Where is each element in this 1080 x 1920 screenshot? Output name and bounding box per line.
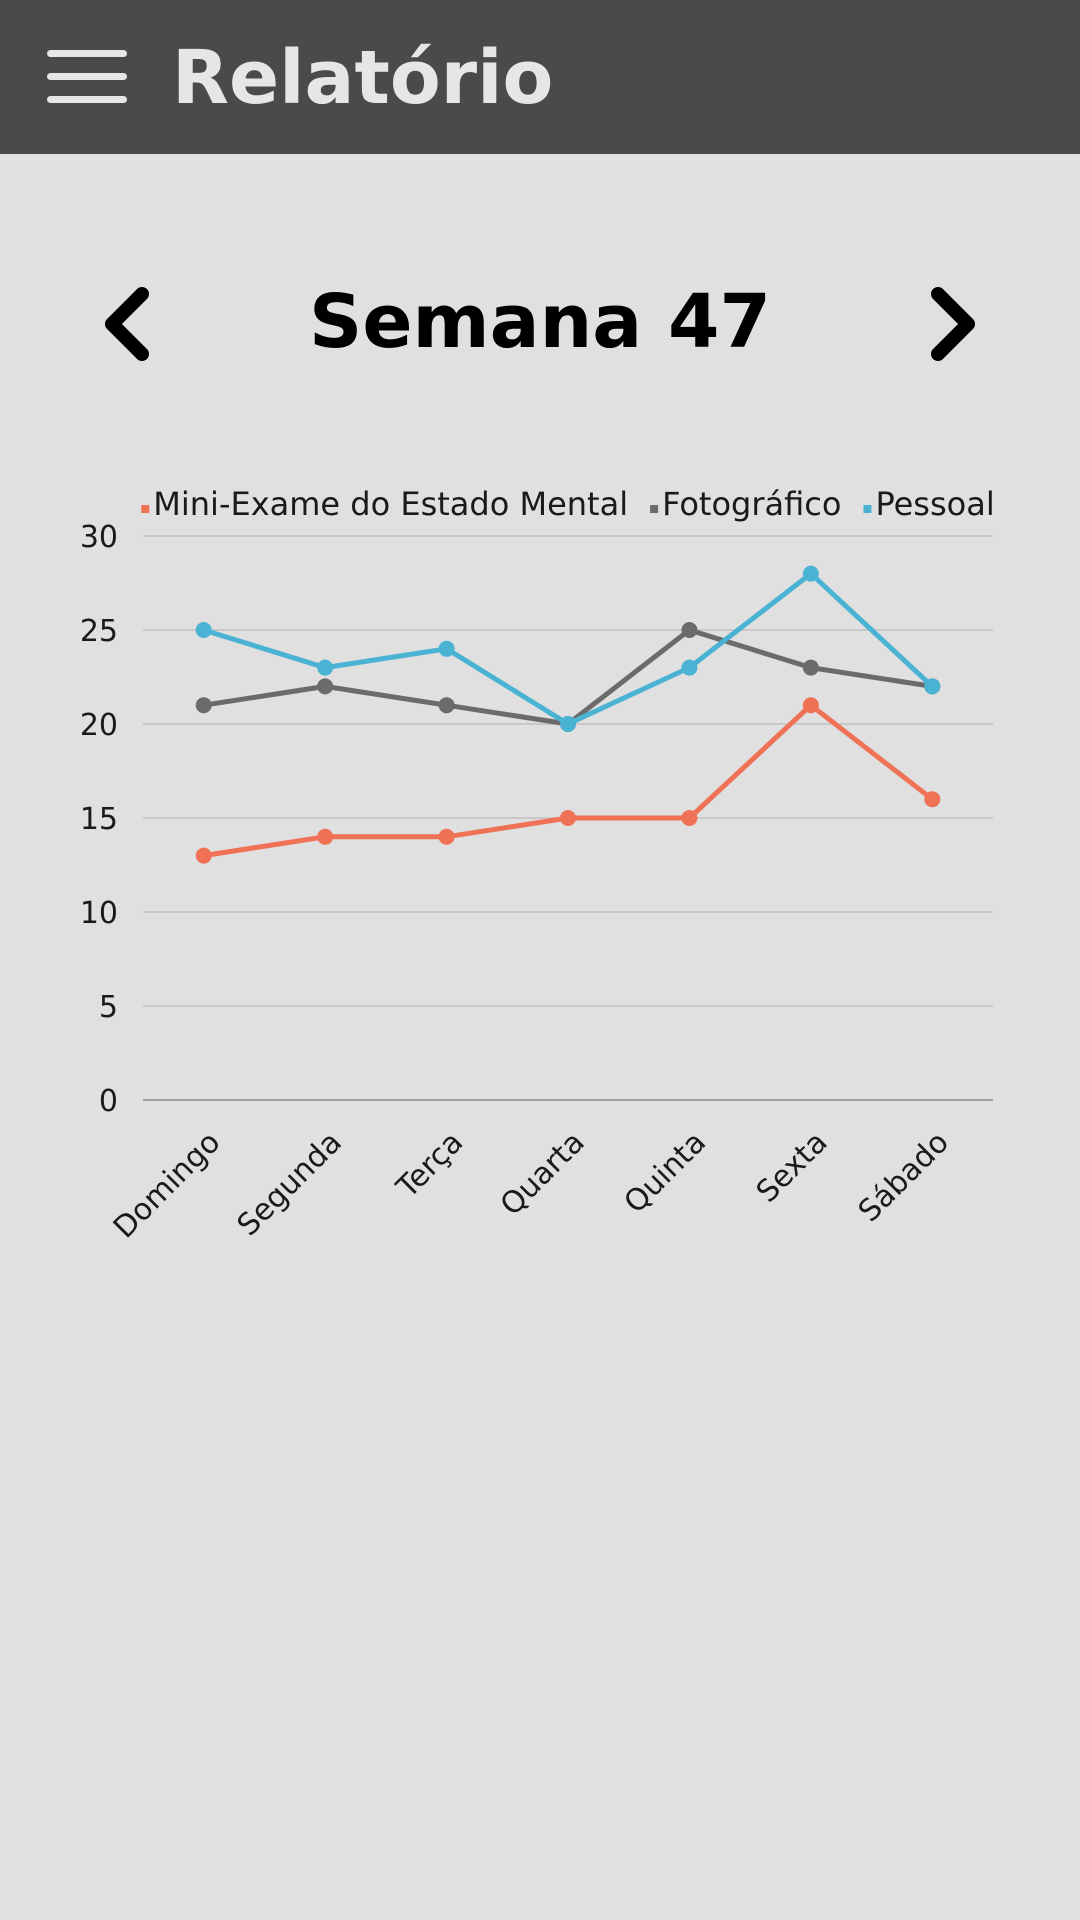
legend-item: Mini-Exame do Estado Mental: [141, 485, 628, 523]
line-chart: Mini-Exame do Estado Mental Fotográfico Pe…: [80, 485, 995, 1246]
legend-label: Pessoal: [875, 485, 994, 523]
menu-bar-line: [47, 50, 127, 57]
page-title: Relatório: [172, 35, 554, 121]
y-tick-label: 30: [80, 520, 118, 555]
data-point: [681, 622, 698, 638]
data-point: [317, 828, 334, 845]
y-tick-label: 5: [99, 990, 118, 1025]
data-point: [195, 622, 212, 638]
data-point: [802, 659, 819, 676]
data-point: [681, 659, 698, 676]
legend-label: Fotográfico: [662, 485, 841, 523]
legend-swatch: [141, 505, 150, 513]
x-tick-label: Domingo: [107, 1125, 228, 1246]
chart-legend: Mini-Exame do Estado Mental Fotográfico Pe…: [141, 485, 995, 523]
data-point: [560, 716, 576, 732]
week-title: Semana 47: [309, 279, 771, 365]
data-point: [681, 810, 698, 826]
data-point: [317, 659, 334, 676]
data-point: [195, 847, 212, 864]
chart-series: [195, 565, 941, 864]
x-tick-label: Quarta: [494, 1125, 592, 1223]
chevron-left-icon: [105, 287, 149, 361]
x-axis: Domingo Segunda Terça Quarta Quinta Sexta Sába…: [107, 1125, 956, 1246]
x-tick-label: Terça: [389, 1125, 470, 1206]
data-point: [924, 791, 941, 808]
menu-bar-line: [47, 73, 127, 80]
y-tick-label: 20: [80, 708, 118, 743]
legend-label: Mini-Exame do Estado Mental: [153, 485, 628, 523]
legend-item: Pessoal: [863, 485, 995, 523]
menu-bar-line: [47, 96, 127, 103]
data-point: [438, 640, 455, 657]
data-point: [438, 828, 455, 845]
series-line: [203, 627, 933, 727]
chevron-right-icon: [931, 287, 975, 361]
series-group: [195, 622, 941, 732]
data-point: [924, 678, 941, 695]
y-tick-label: 15: [80, 802, 118, 837]
legend-swatch: [650, 505, 659, 513]
series-line: [202, 571, 934, 727]
series-group: [195, 697, 941, 864]
x-tick-label: Sábado: [852, 1125, 956, 1229]
data-point: [802, 565, 819, 582]
series-group: [195, 565, 941, 732]
data-point: [195, 697, 212, 714]
chart-grid: [143, 535, 993, 1101]
x-tick-label: Quinta: [618, 1125, 714, 1221]
legend-swatch: [863, 505, 872, 513]
weekly-scores-chart: Mini-Exame do Estado Mental Fotográfico Pe…: [0, 470, 1080, 1270]
app-bar: Relatório: [0, 0, 1080, 154]
previous-week-button[interactable]: [90, 284, 170, 364]
hamburger-menu-icon[interactable]: [40, 42, 134, 112]
data-point: [802, 697, 819, 714]
data-point: [560, 810, 576, 826]
y-tick-label: 0: [99, 1084, 118, 1119]
next-week-button[interactable]: [910, 284, 990, 364]
x-tick-label: Sexta: [750, 1125, 835, 1210]
y-tick-label: 25: [80, 614, 118, 649]
legend-item: Fotográfico: [650, 485, 841, 523]
week-navigator: Semana 47: [0, 270, 1080, 375]
x-tick-label: Segunda: [231, 1125, 349, 1243]
data-point: [438, 697, 455, 714]
y-axis: 0 5 10 15 20 25 30: [80, 520, 118, 1119]
data-point: [317, 678, 334, 695]
y-tick-label: 10: [80, 896, 118, 931]
